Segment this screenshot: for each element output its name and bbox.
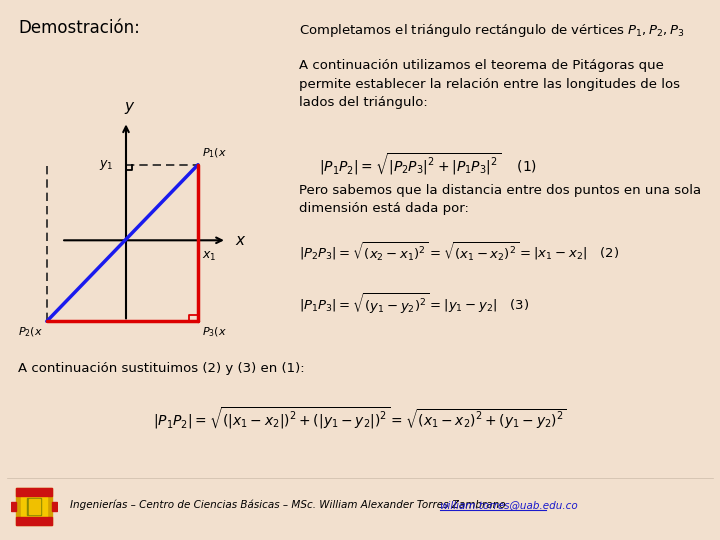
Text: $P_2(x$: $P_2(x$ [18,326,43,339]
Text: $y$: $y$ [124,100,135,116]
Bar [17,488,52,496]
Text: $x_1$: $x_1$ [202,250,216,263]
Bar [17,488,52,525]
Text: $P_3(x$: $P_3(x$ [202,326,228,339]
Text: Demostración:: Demostración: [18,19,140,37]
Bar [12,502,17,511]
Text: A continuación utilizamos el teorema de Pitágoras que
permite establecer la rela: A continuación utilizamos el teorema de … [299,59,680,110]
Text: $|P_2P_3| = \sqrt{(x_2 - x_1)^2} = \sqrt{(x_1 - x_2)^2} = |x_1 - x_2|$   (2): $|P_2P_3| = \sqrt{(x_2 - x_1)^2} = \sqrt… [299,240,618,262]
Bar [21,496,48,517]
Text: $x$: $x$ [235,233,247,248]
Text: $y_1$: $y_1$ [99,158,113,172]
Text: A continuación sustituimos (2) y (3) en (1):: A continuación sustituimos (2) y (3) en … [18,362,305,375]
Text: $|P_1P_2| = \sqrt{(|x_1 - x_2|)^2 + (|y_1 - y_2|)^2} = \sqrt{(x_1 - x_2)^2 + (y_: $|P_1P_2| = \sqrt{(|x_1 - x_2|)^2 + (|y_… [153,405,567,431]
Text: $|P_1P_2| = \sqrt{|P_2P_3|^2 + |P_1P_3|^2}$    (1): $|P_1P_2| = \sqrt{|P_2P_3|^2 + |P_1P_3|^… [320,151,537,177]
Text: $|P_1P_3| = \sqrt{(y_1 - y_2)^2} = |y_1 - y_2|$   (3): $|P_1P_3| = \sqrt{(y_1 - y_2)^2} = |y_1 … [299,292,529,316]
Bar [29,499,40,514]
Text: Completamos el triángulo rectángulo de vértices $P_1, P_2, P_3$: Completamos el triángulo rectángulo de v… [299,22,685,38]
Bar [17,517,52,525]
Text: william.torres@uab.edu.co: william.torres@uab.edu.co [439,500,578,510]
Text: $P_1(x$: $P_1(x$ [202,147,228,160]
Text: Ingenierías – Centro de Ciencias Básicas – MSc. William Alexander Torres Zambran: Ingenierías – Centro de Ciencias Básicas… [70,500,509,510]
Text: Pero sabemos que la distancia entre dos puntos en una sola
dimensión está dada p: Pero sabemos que la distancia entre dos … [299,184,701,215]
Bar [27,498,41,515]
Bar [52,502,57,511]
